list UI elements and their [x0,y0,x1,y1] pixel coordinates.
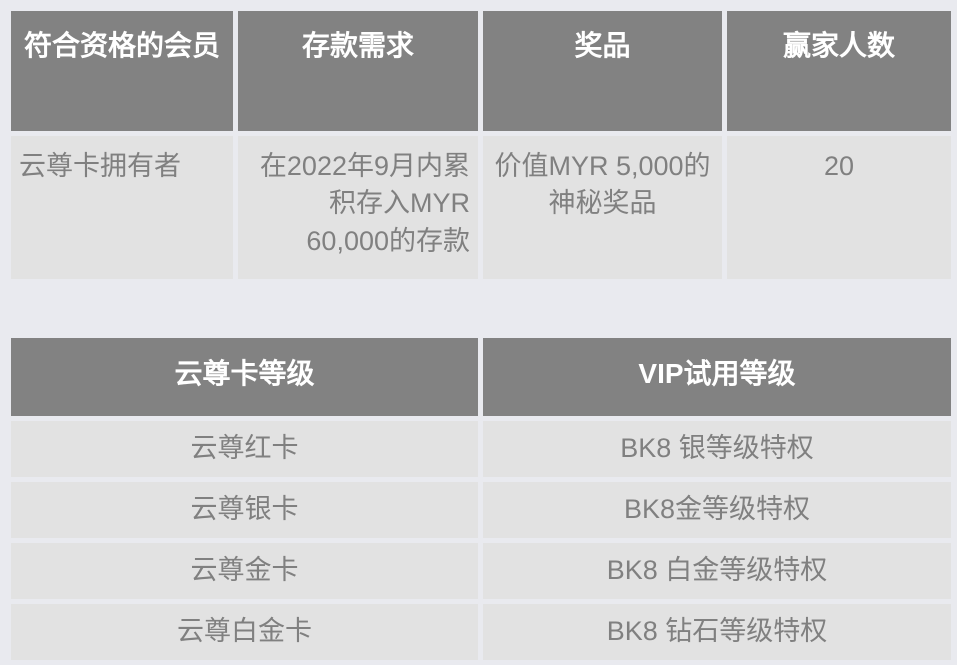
cell-vip-trial-tier: BK8金等级特权 [483,482,951,538]
table-row: 云尊卡拥有者 在2022年9月内累积存入MYR 60,000的存款 价值MYR … [11,136,951,279]
cell-cloud-card-tier: 云尊白金卡 [11,604,478,660]
page-root: 符合资格的会员 存款需求 奖品 赢家人数 云尊卡拥有者 在2022年9月内累积存… [6,6,956,660]
cell-vip-trial-tier: BK8 银等级特权 [483,421,951,477]
table-header-row-group: 符合资格的会员 存款需求 奖品 赢家人数 [11,11,951,131]
table-row: 云尊银卡 BK8金等级特权 [11,482,951,538]
column-header-deposit-requirement: 存款需求 [238,11,478,131]
column-header-prize: 奖品 [483,11,722,131]
table-body: 云尊卡拥有者 在2022年9月内累积存入MYR 60,000的存款 价值MYR … [11,136,951,279]
tier-mapping-table: 云尊卡等级 VIP试用等级 云尊红卡 BK8 银等级特权 云尊银卡 BK8金等级… [6,333,956,665]
table-header-row: 符合资格的会员 存款需求 奖品 赢家人数 [11,11,951,131]
cell-eligible-members: 云尊卡拥有者 [11,136,233,279]
cell-cloud-card-tier: 云尊金卡 [11,543,478,599]
cell-vip-trial-tier: BK8 白金等级特权 [483,543,951,599]
table-spacer [6,284,951,333]
table-header-row-group: 云尊卡等级 VIP试用等级 [11,338,951,416]
eligibility-table: 符合资格的会员 存款需求 奖品 赢家人数 云尊卡拥有者 在2022年9月内累积存… [6,6,956,284]
cell-cloud-card-tier: 云尊红卡 [11,421,478,477]
table-header-row: 云尊卡等级 VIP试用等级 [11,338,951,416]
cell-cloud-card-tier: 云尊银卡 [11,482,478,538]
table-row: 云尊白金卡 BK8 钻石等级特权 [11,604,951,660]
column-header-cloud-card-tier: 云尊卡等级 [11,338,478,416]
column-header-vip-trial-tier: VIP试用等级 [483,338,951,416]
cell-prize: 价值MYR 5,000的神秘奖品 [483,136,722,279]
table-row: 云尊红卡 BK8 银等级特权 [11,421,951,477]
cell-vip-trial-tier: BK8 钻石等级特权 [483,604,951,660]
column-header-winner-count: 赢家人数 [727,11,951,131]
table-row: 云尊金卡 BK8 白金等级特权 [11,543,951,599]
cell-deposit-requirement: 在2022年9月内累积存入MYR 60,000的存款 [238,136,478,279]
column-header-eligible-members: 符合资格的会员 [11,11,233,131]
cell-winner-count: 20 [727,136,951,279]
table-body: 云尊红卡 BK8 银等级特权 云尊银卡 BK8金等级特权 云尊金卡 BK8 白金… [11,421,951,660]
